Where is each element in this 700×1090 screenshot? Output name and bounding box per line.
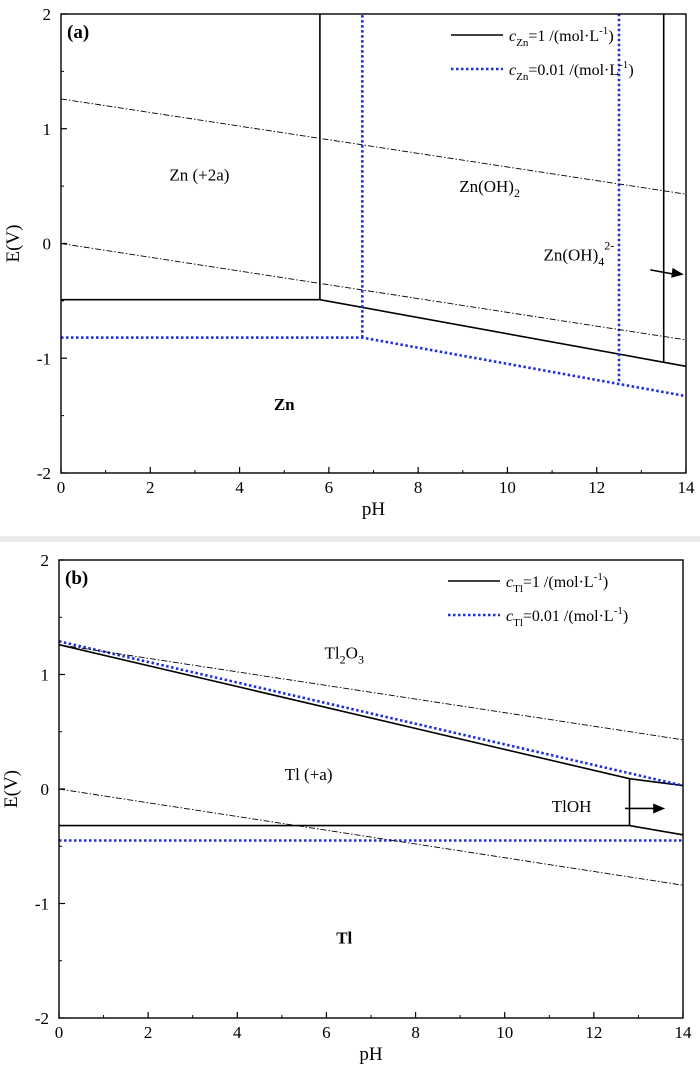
series-line-7 bbox=[60, 98, 687, 195]
region-label-4: Tl bbox=[336, 929, 352, 948]
legend-entry-2: cTl=0.01 /(mol·L-1) bbox=[506, 605, 628, 629]
series-line-6 bbox=[58, 644, 684, 741]
x-tick-label: 14 bbox=[678, 478, 696, 497]
x-tick-label: 0 bbox=[55, 1023, 64, 1042]
x-tick-label: 14 bbox=[675, 1023, 693, 1042]
x-tick-label: 8 bbox=[414, 478, 423, 497]
arrow-shaft bbox=[650, 269, 676, 276]
legend-entry-1: cTl=1 /(mol·L-1) bbox=[506, 571, 608, 595]
panel-label: (b) bbox=[65, 568, 88, 589]
y-tick-label: 0 bbox=[43, 235, 52, 254]
x-tick-label: 2 bbox=[144, 1023, 153, 1042]
x-tick-label: 4 bbox=[235, 478, 244, 497]
y-tick-label: -2 bbox=[37, 464, 51, 483]
y-tick-label: 1 bbox=[43, 120, 52, 139]
x-tick-label: 2 bbox=[146, 478, 155, 497]
arrow-head bbox=[653, 803, 666, 814]
series-line-1 bbox=[58, 643, 684, 787]
region-label-2: Tl (+a) bbox=[285, 765, 333, 784]
y-tick-label: -2 bbox=[35, 1009, 49, 1028]
arrow-head bbox=[671, 267, 684, 278]
x-tick-label: 6 bbox=[325, 478, 334, 497]
series-line-4 bbox=[61, 336, 687, 398]
region-label-3: Zn(OH)42- bbox=[543, 239, 614, 269]
x-tick-label: 0 bbox=[57, 478, 66, 497]
y-tick-label: 2 bbox=[43, 5, 52, 24]
y-axis-label: E(V) bbox=[3, 225, 24, 263]
region-label-1: Tl2O3 bbox=[325, 643, 364, 666]
y-axis-label: E(V) bbox=[1, 770, 22, 808]
plot-frame bbox=[60, 13, 687, 474]
x-tick-label: 12 bbox=[585, 1023, 602, 1042]
series-line-1 bbox=[61, 298, 687, 368]
series-line-4 bbox=[58, 640, 684, 787]
y-tick-label: -1 bbox=[35, 895, 49, 914]
plot-frame bbox=[58, 559, 684, 1019]
y-tick-label: 1 bbox=[41, 666, 50, 685]
y-tick-label: 2 bbox=[41, 551, 50, 570]
region-label-4: Zn bbox=[274, 395, 295, 414]
x-tick-label: 4 bbox=[233, 1023, 242, 1042]
region-label-2: Zn(OH)2 bbox=[459, 177, 520, 200]
series-line-7 bbox=[58, 788, 684, 886]
x-tick-label: 10 bbox=[496, 1023, 513, 1042]
series-line-2 bbox=[59, 824, 684, 836]
region-label-3: TlOH bbox=[552, 797, 592, 816]
x-tick-label: 8 bbox=[411, 1023, 420, 1042]
panel-separator bbox=[0, 536, 700, 542]
legend-entry-2: cZn=0.01 /(mol·L-1) bbox=[509, 59, 634, 83]
legend-entry-1: cZn=1 /(mol·L-1) bbox=[509, 25, 614, 49]
region-label-1: Zn (+2a) bbox=[169, 165, 229, 184]
y-tick-label: -1 bbox=[37, 349, 51, 368]
x-tick-label: 12 bbox=[588, 478, 605, 497]
series-line-8 bbox=[60, 243, 687, 341]
x-axis-label: pH bbox=[362, 499, 386, 520]
y-tick-label: 0 bbox=[41, 780, 50, 799]
panel-label: (a) bbox=[67, 22, 89, 43]
x-tick-label: 10 bbox=[499, 478, 516, 497]
x-tick-label: 6 bbox=[322, 1023, 331, 1042]
x-axis-label: pH bbox=[359, 1044, 383, 1065]
